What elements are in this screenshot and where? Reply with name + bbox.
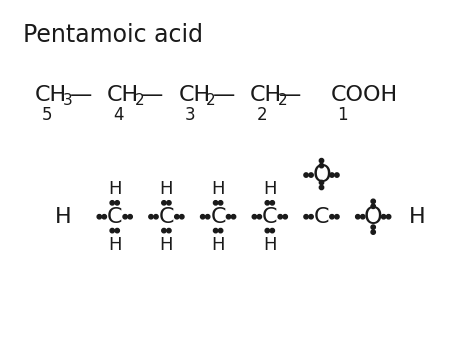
Circle shape — [371, 204, 375, 209]
Text: H: H — [108, 180, 121, 198]
Text: CH: CH — [107, 85, 139, 105]
Circle shape — [154, 215, 158, 219]
Circle shape — [213, 228, 218, 233]
Text: H: H — [263, 180, 276, 198]
Circle shape — [309, 215, 313, 219]
Circle shape — [231, 215, 236, 219]
Circle shape — [252, 215, 256, 219]
Text: H: H — [211, 236, 225, 253]
Circle shape — [97, 215, 101, 219]
Text: Pentamoic acid: Pentamoic acid — [23, 23, 203, 47]
Text: —: — — [141, 85, 164, 105]
Text: 3: 3 — [63, 93, 73, 108]
Circle shape — [330, 215, 334, 219]
Circle shape — [206, 215, 210, 219]
Text: H: H — [55, 207, 72, 227]
Circle shape — [335, 215, 339, 219]
Text: —: — — [70, 85, 92, 105]
Text: C: C — [210, 207, 226, 227]
Circle shape — [110, 228, 114, 233]
Circle shape — [219, 201, 223, 205]
Circle shape — [270, 228, 274, 233]
Circle shape — [382, 215, 386, 219]
Circle shape — [386, 215, 391, 219]
Text: O: O — [312, 163, 331, 187]
Circle shape — [319, 159, 324, 163]
Text: H: H — [409, 207, 425, 227]
Circle shape — [201, 215, 205, 219]
Text: —: — — [279, 85, 301, 105]
Circle shape — [304, 173, 308, 177]
Circle shape — [174, 215, 179, 219]
Circle shape — [278, 215, 283, 219]
Text: 5: 5 — [42, 105, 52, 123]
Circle shape — [128, 215, 132, 219]
Circle shape — [213, 201, 218, 205]
Circle shape — [335, 173, 339, 177]
Circle shape — [304, 215, 308, 219]
Circle shape — [265, 228, 270, 233]
Circle shape — [319, 185, 324, 190]
Circle shape — [110, 201, 114, 205]
Text: C: C — [159, 207, 174, 227]
Text: 1: 1 — [337, 105, 348, 123]
Circle shape — [371, 199, 375, 203]
Circle shape — [162, 228, 166, 233]
Circle shape — [309, 173, 313, 177]
Text: 2: 2 — [278, 93, 287, 108]
Circle shape — [167, 201, 171, 205]
Text: H: H — [160, 180, 173, 198]
Text: C: C — [107, 207, 122, 227]
Text: H: H — [160, 236, 173, 253]
Text: COOH: COOH — [330, 85, 398, 105]
Text: O: O — [364, 205, 383, 229]
Text: C: C — [314, 207, 329, 227]
Circle shape — [356, 215, 360, 219]
Text: 4: 4 — [113, 105, 124, 123]
Circle shape — [115, 201, 119, 205]
Circle shape — [319, 180, 324, 185]
Text: H: H — [108, 236, 121, 253]
Circle shape — [319, 163, 324, 168]
Circle shape — [115, 228, 119, 233]
Circle shape — [167, 228, 171, 233]
Circle shape — [227, 215, 231, 219]
Circle shape — [361, 215, 365, 219]
Circle shape — [149, 215, 153, 219]
Circle shape — [102, 215, 107, 219]
Text: 2: 2 — [206, 93, 216, 108]
Text: CH: CH — [250, 85, 282, 105]
Text: H: H — [211, 180, 225, 198]
Text: 2: 2 — [135, 93, 144, 108]
Text: H: H — [263, 236, 276, 253]
Circle shape — [180, 215, 184, 219]
Text: 2: 2 — [256, 105, 267, 123]
Circle shape — [219, 228, 223, 233]
Text: CH: CH — [35, 85, 67, 105]
Circle shape — [283, 215, 287, 219]
Circle shape — [371, 230, 375, 234]
Text: CH: CH — [178, 85, 210, 105]
Circle shape — [270, 201, 274, 205]
Circle shape — [162, 201, 166, 205]
Circle shape — [123, 215, 128, 219]
Text: 3: 3 — [185, 105, 196, 123]
Circle shape — [257, 215, 262, 219]
Text: —: — — [213, 85, 235, 105]
Circle shape — [330, 173, 334, 177]
Circle shape — [371, 225, 375, 229]
Text: C: C — [262, 207, 278, 227]
Circle shape — [265, 201, 270, 205]
